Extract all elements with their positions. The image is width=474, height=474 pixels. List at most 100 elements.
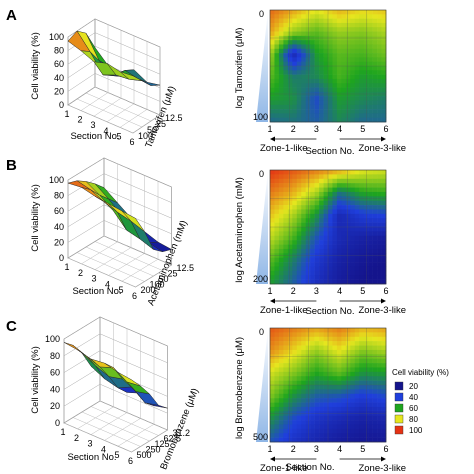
heatmap-cell xyxy=(363,218,369,223)
heatmap-cell xyxy=(270,10,275,15)
heatmap-cell xyxy=(305,48,311,54)
heatmap-cell xyxy=(341,437,347,443)
surface-z-tick: 60 xyxy=(54,59,64,69)
heatmap-cell xyxy=(354,170,360,175)
heatmap-cell xyxy=(354,437,360,443)
heatmap-cell xyxy=(332,420,338,425)
heatmap-cell xyxy=(292,27,298,32)
heatmap-cell xyxy=(354,218,360,223)
heatmap-cell xyxy=(354,345,360,351)
surface-walls xyxy=(63,316,169,453)
heatmap-cell xyxy=(292,349,298,355)
heatmap-y-max-label: 100 xyxy=(253,112,268,122)
heatmap-cell xyxy=(368,332,373,338)
heatmap-cell xyxy=(341,174,347,180)
heatmap-cell xyxy=(301,428,306,434)
heatmap-cell xyxy=(377,44,382,50)
heatmap-cell xyxy=(368,244,373,250)
heatmap-cell xyxy=(381,104,387,110)
heatmap-cell xyxy=(274,376,280,381)
heatmap-cell xyxy=(354,61,360,67)
heatmap-cell xyxy=(305,117,311,123)
heatmap-cell xyxy=(359,270,364,276)
heatmap-cell xyxy=(332,389,338,395)
heatmap-cell xyxy=(350,371,356,377)
heatmap-cell xyxy=(341,48,347,54)
heatmap-cell xyxy=(345,22,351,28)
heatmap-cell xyxy=(328,371,333,377)
heatmap-x-tick: 3 xyxy=(314,124,319,134)
heatmap-cell xyxy=(292,380,298,386)
heatmap-cell xyxy=(278,22,284,28)
heatmap-cell xyxy=(305,31,311,37)
heatmap-cell xyxy=(336,113,342,118)
heatmap-cell xyxy=(372,231,378,237)
heatmap-cell xyxy=(305,231,311,237)
heatmap-cell xyxy=(292,385,298,390)
heatmap-cell xyxy=(345,328,351,333)
heatmap-cell xyxy=(336,349,342,355)
heatmap-cell xyxy=(336,191,342,197)
heatmap-cell xyxy=(287,117,293,123)
heatmap-cell xyxy=(345,109,351,114)
heatmap-cell xyxy=(345,428,351,434)
heatmap-cell xyxy=(350,74,356,80)
heatmap-cell xyxy=(381,270,387,276)
heatmap-cell xyxy=(354,380,360,386)
heatmap-cell xyxy=(292,109,298,114)
surface-z-tick: 0 xyxy=(59,253,64,263)
heatmap-cell xyxy=(372,70,378,75)
heatmap-cell xyxy=(274,53,280,58)
heatmap-cell xyxy=(319,31,324,37)
heatmap-cell xyxy=(363,27,369,32)
heatmap-cell xyxy=(359,170,364,175)
heatmap-cell xyxy=(292,231,298,237)
heatmap-cell xyxy=(363,240,369,245)
heatmap-cell xyxy=(301,266,306,272)
heatmap-cell xyxy=(363,367,369,373)
heatmap-cell xyxy=(270,209,275,215)
heatmap-c-xlabel: Section No. xyxy=(285,462,334,473)
heatmap-cell xyxy=(328,341,333,346)
heatmap-cell xyxy=(368,424,373,430)
heatmap-cell xyxy=(287,415,293,421)
heatmap-cell xyxy=(278,191,284,197)
heatmap-cell xyxy=(328,415,333,421)
heatmap-cell xyxy=(296,358,302,364)
heatmap-cell xyxy=(328,100,333,106)
heatmap-cell xyxy=(314,117,320,123)
heatmap-cell xyxy=(305,336,311,342)
heatmap-cell xyxy=(368,61,373,67)
heatmap-cell xyxy=(287,385,293,390)
heatmap-cell xyxy=(336,200,342,206)
heatmap-cell xyxy=(274,178,280,184)
heatmap-cell xyxy=(310,109,315,114)
heatmap-cell xyxy=(354,178,360,184)
heatmap-cell xyxy=(310,420,315,425)
heatmap-cell xyxy=(363,328,369,333)
heatmap-cell xyxy=(328,235,333,241)
heatmap-cell xyxy=(283,53,289,58)
heatmap-cell xyxy=(296,18,302,24)
heatmap-cell xyxy=(287,393,293,399)
heatmap-cell xyxy=(328,109,333,114)
heatmap-cell xyxy=(341,345,347,351)
heatmap-cell xyxy=(310,328,315,333)
legend-swatch xyxy=(394,392,404,402)
heatmap-cell xyxy=(283,187,289,193)
heatmap-cell xyxy=(350,367,356,373)
heatmap-cell xyxy=(332,117,338,123)
heatmap-cell xyxy=(319,257,324,263)
heatmap-cell xyxy=(332,209,338,215)
heatmap-cell xyxy=(310,48,315,54)
heatmap-cell xyxy=(336,235,342,241)
heatmap-cell xyxy=(372,402,378,408)
heatmap-cell xyxy=(274,83,280,88)
heatmap-cell xyxy=(323,109,329,114)
heatmap-cell xyxy=(296,349,302,355)
heatmap-cell xyxy=(319,424,324,430)
heatmap-cell xyxy=(341,218,347,223)
heatmap-cell xyxy=(287,244,293,250)
heatmap-cell xyxy=(377,341,382,346)
heatmap-cell xyxy=(292,328,298,333)
